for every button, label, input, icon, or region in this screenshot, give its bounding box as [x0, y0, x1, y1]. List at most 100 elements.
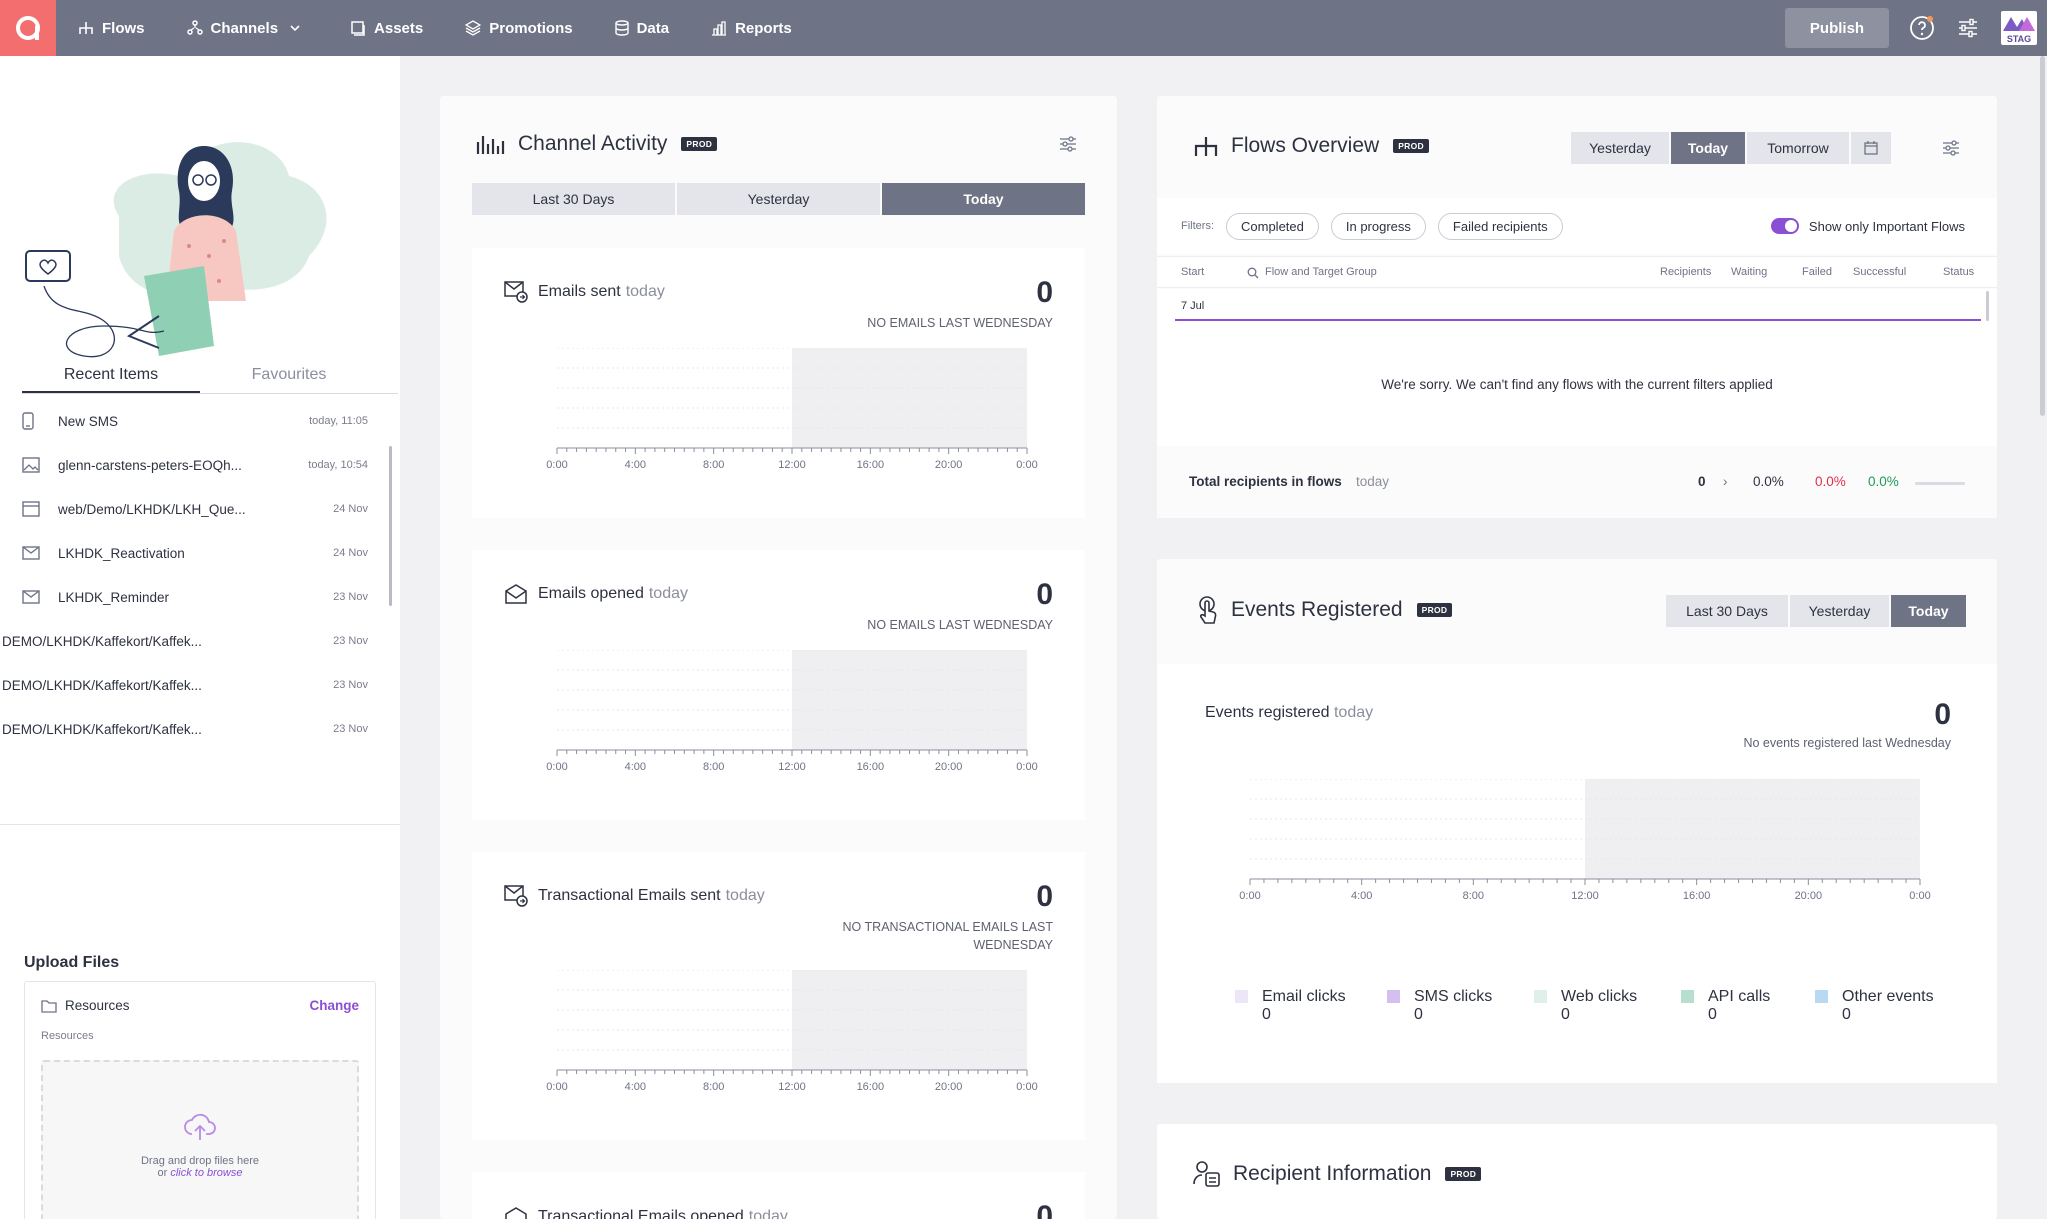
- app-logo[interactable]: [0, 0, 56, 56]
- recent-item-name: New SMS: [58, 413, 119, 429]
- recent-item-time: 23 Nov: [333, 679, 368, 691]
- nav-flows[interactable]: Flows: [78, 20, 145, 37]
- cloud-upload-icon: [184, 1113, 216, 1140]
- date-picker-button[interactable]: [1851, 132, 1891, 164]
- chart-tick-label: 0:00: [546, 1081, 567, 1093]
- recent-item-name: DEMO/LKHDK/Kaffekort/Kaffek...: [2, 677, 202, 693]
- column-flow-search[interactable]: Flow and Target Group: [1265, 266, 1377, 278]
- emails-opened-panel: Emails opened today 0 NO EMAILS LAST WEDN…: [472, 550, 1085, 820]
- file-dropzone[interactable]: Drag and drop files here or click to bro…: [41, 1060, 359, 1219]
- filter-settings-icon[interactable]: [1942, 140, 1960, 156]
- workspace-badge[interactable]: STAG: [2001, 11, 2037, 45]
- nav-channels[interactable]: Channels: [186, 20, 309, 37]
- recipient-information-card: Recipient Information PROD: [1157, 1124, 1997, 1219]
- legend-sms-clicks[interactable]: SMS clicks 0: [1387, 988, 1492, 1024]
- legend-api-calls[interactable]: API calls 0: [1681, 988, 1770, 1024]
- filter-completed[interactable]: Completed: [1226, 212, 1319, 240]
- totals-failed: 0.0%: [1815, 474, 1846, 489]
- recent-scrollbar[interactable]: [389, 446, 392, 606]
- publish-button[interactable]: Publish: [1785, 8, 1889, 48]
- range-today[interactable]: Today: [1891, 595, 1966, 627]
- totals-successful: 0.0%: [1868, 474, 1899, 489]
- nav-assets[interactable]: Assets: [350, 20, 423, 37]
- recent-item-name: DEMO/LKHDK/Kaffekort/Kaffek...: [2, 721, 202, 737]
- metric-title: Events registered: [1205, 704, 1330, 721]
- recent-item[interactable]: New SMS today, 11:05: [22, 399, 368, 443]
- metric-title: Transactional Emails opened: [538, 1208, 744, 1219]
- recent-item[interactable]: LKHDK_Reminder 23 Nov: [22, 575, 368, 619]
- metric-value: 0: [1934, 698, 1951, 731]
- recent-item[interactable]: glenn-carstens-peters-EOQh... today, 10:…: [22, 443, 368, 487]
- events-registered-title: Events Registered: [1231, 598, 1403, 621]
- legend-label: Web clicks: [1561, 988, 1638, 1005]
- legend-other-events[interactable]: Other events 0: [1815, 988, 1934, 1024]
- filter-settings-icon[interactable]: [1059, 136, 1077, 152]
- page-scrollbar[interactable]: [2040, 56, 2045, 416]
- chevron-right-icon[interactable]: ›: [1723, 474, 1728, 489]
- filter-failed-recipients[interactable]: Failed recipients: [1437, 212, 1563, 240]
- recent-item-name: LKHDK_Reactivation: [58, 545, 185, 561]
- welcome-illustration: [25, 142, 327, 358]
- nav-promotions[interactable]: Promotions: [465, 20, 573, 37]
- chart-tick-label: 0:00: [1239, 890, 1260, 902]
- metric-title: Emails opened: [538, 585, 644, 602]
- important-flows-toggle[interactable]: [1770, 218, 1799, 234]
- legend-web-clicks[interactable]: Web clicks 0: [1534, 988, 1637, 1024]
- range-today[interactable]: Today: [1671, 132, 1745, 164]
- chart-tick-label: 0:00: [1016, 459, 1037, 471]
- nav-reports[interactable]: Reports: [711, 20, 792, 37]
- legend-value: 0: [1414, 1006, 1423, 1023]
- metric-value: 0: [1036, 276, 1053, 309]
- chart-current-period-area: [792, 348, 1027, 448]
- range-yesterday[interactable]: Yesterday: [677, 183, 880, 215]
- recent-item[interactable]: DEMO/LKHDK/Kaffekort/Kaffek... 23 Nov: [2, 663, 368, 707]
- range-yesterday[interactable]: Yesterday: [1571, 132, 1669, 164]
- filters-label: Filters:: [1181, 220, 1214, 232]
- legend-value: 0: [1708, 1006, 1717, 1023]
- reports-icon: [712, 21, 727, 36]
- range-last-30-days[interactable]: Last 30 Days: [1666, 595, 1788, 627]
- flows-scrollbar[interactable]: [1986, 291, 1989, 321]
- filter-in-progress[interactable]: In progress: [1330, 212, 1426, 240]
- range-tomorrow[interactable]: Tomorrow: [1747, 132, 1849, 164]
- column-failed[interactable]: Failed: [1802, 266, 1832, 278]
- events-registered-card: Events Registered PROD Last 30 Days Yest…: [1157, 559, 1997, 1083]
- column-recipients[interactable]: Recipients: [1660, 266, 1712, 278]
- prod-badge: PROD: [1393, 139, 1429, 153]
- column-start[interactable]: Start: [1181, 266, 1205, 278]
- range-yesterday[interactable]: Yesterday: [1790, 595, 1889, 627]
- date-row: 7 Jul: [1175, 297, 1981, 321]
- tab-recent-items[interactable]: Recent Items: [22, 356, 200, 393]
- chart-tick-label: 4:00: [625, 1081, 646, 1093]
- flows-icon: [1194, 137, 1218, 156]
- recent-item[interactable]: web/Demo/LKHDK/LKH_Que... 24 Nov: [22, 487, 368, 531]
- click-to-browse-link[interactable]: click to browse: [170, 1167, 243, 1179]
- upload-path: Resources: [41, 1030, 94, 1042]
- legend-swatch: [1681, 990, 1694, 1003]
- bar-chart-icon: [476, 136, 505, 154]
- recent-item[interactable]: LKHDK_Reactivation 24 Nov: [22, 531, 368, 575]
- column-waiting[interactable]: Waiting: [1731, 266, 1768, 278]
- chart-tick-label: 8:00: [703, 1081, 724, 1093]
- legend-value: 0: [1262, 1006, 1271, 1023]
- chevron-down-icon: [290, 25, 300, 31]
- metric-period: today: [1333, 704, 1374, 721]
- totals-progress-bar: [1915, 482, 1965, 485]
- settings-button[interactable]: [1957, 18, 1979, 38]
- range-today[interactable]: Today: [882, 183, 1085, 215]
- data-icon: [614, 20, 629, 36]
- column-successful[interactable]: Successful: [1853, 266, 1907, 278]
- help-button[interactable]: [1909, 15, 1935, 41]
- nav-data[interactable]: Data: [614, 20, 669, 37]
- tab-favourites[interactable]: Favourites: [251, 366, 327, 383]
- metric-value: 0: [1036, 880, 1053, 913]
- totals-waiting: 0.0%: [1753, 474, 1784, 489]
- emails-opened-chart: 0:00 4:00 8:00 12:00 16:00 20:00 0:00: [546, 650, 1038, 773]
- range-last-30-days[interactable]: Last 30 Days: [472, 183, 675, 215]
- legend-email-clicks[interactable]: Email clicks 0: [1235, 988, 1346, 1024]
- column-status[interactable]: Status: [1943, 266, 1975, 278]
- change-folder-link[interactable]: Change: [309, 998, 359, 1013]
- dropzone-text: Drag and drop files here: [140, 1155, 259, 1167]
- recent-item[interactable]: DEMO/LKHDK/Kaffekort/Kaffek... 23 Nov: [2, 707, 368, 751]
- recent-item[interactable]: DEMO/LKHDK/Kaffekort/Kaffek... 23 Nov: [2, 619, 368, 663]
